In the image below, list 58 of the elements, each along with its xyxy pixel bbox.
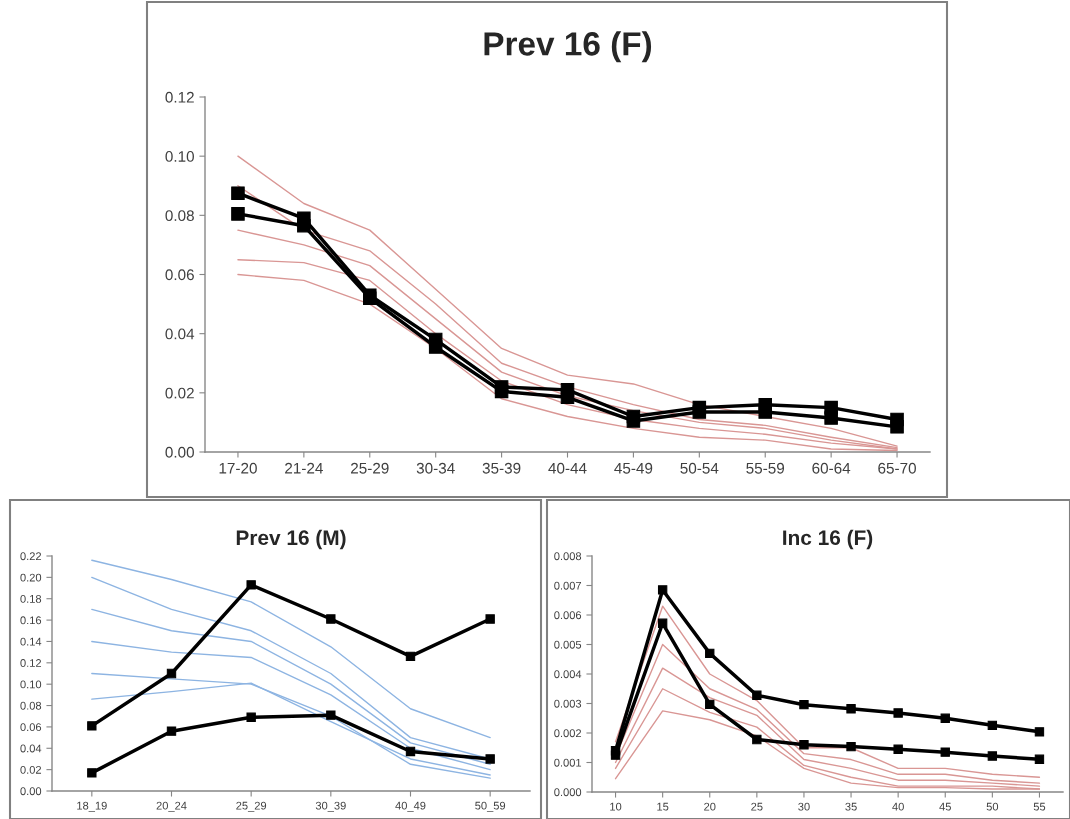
x-tick-label: 40-44 <box>548 462 587 474</box>
x-tick-label: 20 <box>704 802 716 811</box>
x-tick-label: 35-39 <box>482 462 521 474</box>
x-tick-label: 65-70 <box>878 462 916 474</box>
y-tick-label: 0.00 <box>20 787 42 796</box>
y-tick-label: 0.16 <box>20 616 42 625</box>
x-tick-label: 55-59 <box>746 462 785 474</box>
x-tick-label: 60-64 <box>812 462 851 474</box>
x-tick-label: 30-34 <box>416 462 455 474</box>
x-tick-label: 17-20 <box>219 462 257 474</box>
x-tick-label: 21-24 <box>285 462 323 474</box>
y-tick-label: 0.12 <box>165 91 194 103</box>
x-tick-label: 30 <box>798 802 810 811</box>
y-tick-label: 0.18 <box>20 594 42 603</box>
y-tick-label: 0.20 <box>20 573 42 582</box>
y-tick-label: 0.008 <box>554 552 582 561</box>
x-tick-label: 45-49 <box>614 462 653 474</box>
y-tick-label: 0.10 <box>165 151 194 162</box>
y-tick-label: 0.007 <box>554 581 582 590</box>
x-tick-label: 35 <box>845 802 857 811</box>
x-tick-label: 10 <box>610 802 622 811</box>
y-tick-label: 0.22 <box>20 552 42 561</box>
y-tick-label: 0.003 <box>554 699 582 708</box>
x-tick-label: 18_19 <box>77 801 107 812</box>
x-tick-label: 40 <box>892 802 904 811</box>
x-tick-label: 15 <box>657 802 669 811</box>
y-tick-label: 0.14 <box>20 637 42 646</box>
y-tick-label: 0.04 <box>20 744 42 753</box>
y-tick-label: 0.12 <box>20 659 42 667</box>
y-tick-label: 0.00 <box>165 446 194 458</box>
y-tick-label: 0.002 <box>554 729 582 738</box>
y-tick-label: 0.001 <box>554 758 582 767</box>
x-tick-label: 50 <box>986 802 999 811</box>
x-tick-label: 40_49 <box>395 801 426 812</box>
x-tick-label: 50_59 <box>475 801 506 812</box>
x-tick-label: 50-54 <box>680 462 719 474</box>
y-tick-label: 0.06 <box>20 723 42 732</box>
y-tick-label: 0.06 <box>165 269 194 281</box>
x-tick-label: 20_24 <box>156 801 187 812</box>
x-tick-label: 55 <box>1033 802 1046 811</box>
x-tick-label: 45 <box>939 802 951 811</box>
chart-title: Prev 16 (M) <box>236 529 346 550</box>
y-tick-label: 0.006 <box>554 611 582 620</box>
x-tick-label: 25-29 <box>351 462 389 474</box>
chart-title: Inc 16 (F) <box>783 529 873 550</box>
y-tick-label: 0.004 <box>554 670 582 679</box>
x-tick-label: 25 <box>751 802 763 811</box>
y-tick-label: 0.08 <box>165 210 194 222</box>
y-tick-label: 0.02 <box>20 765 42 774</box>
x-tick-label: 25_29 <box>236 801 267 812</box>
y-tick-label: 0.04 <box>165 328 195 340</box>
y-tick-label: 0.08 <box>20 701 42 710</box>
x-tick-label: 30_39 <box>315 801 346 812</box>
y-tick-label: 0.005 <box>554 640 582 649</box>
y-tick-label: 0.02 <box>165 387 194 399</box>
chart-title: Prev 16 (F) <box>484 31 652 63</box>
y-tick-label: 0.000 <box>554 788 582 797</box>
y-tick-label: 0.10 <box>20 680 42 689</box>
